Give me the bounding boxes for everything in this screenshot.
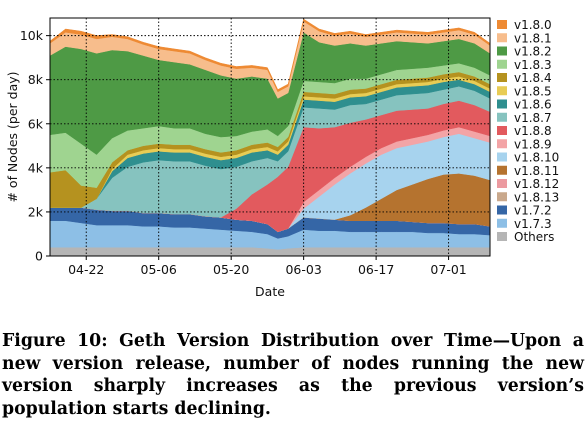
- legend-label: v1.8.13: [514, 190, 559, 204]
- legend-label: v1.8.3: [514, 58, 552, 72]
- legend-label: v1.8.0: [514, 18, 552, 32]
- y-tick-label: 4k: [28, 160, 44, 175]
- y-tick-label: 2k: [28, 204, 44, 219]
- y-tick-label: 10k: [20, 28, 44, 43]
- legend-label: v1.8.6: [514, 98, 552, 112]
- y-axis-ticks: 0 2k 4k 6k 8k 10k: [20, 28, 50, 264]
- stacked-areas: [49, 18, 491, 257]
- legend-swatch: [497, 126, 507, 135]
- legend-label: v1.7.3: [514, 217, 552, 231]
- legend: v1.8.0v1.8.1v1.8.2v1.8.3v1.8.4v1.8.5v1.8…: [497, 18, 559, 244]
- y-tick-label: 0: [35, 249, 43, 264]
- plot-frame: [49, 17, 491, 257]
- legend-swatch: [497, 139, 507, 149]
- legend-swatch: [497, 20, 507, 29]
- legend-swatch: [497, 152, 507, 162]
- x-tick-label: 06-17: [358, 262, 394, 277]
- legend-swatch: [497, 165, 507, 175]
- legend-swatch: [497, 218, 507, 228]
- legend-label: v1.8.8: [514, 124, 552, 138]
- legend-label: v1.8.11: [514, 164, 559, 178]
- legend-label: v1.8.12: [514, 177, 559, 191]
- legend-swatch: [497, 112, 507, 122]
- legend-swatch: [497, 192, 507, 202]
- x-tick-label: 05-20: [213, 262, 249, 277]
- x-tick-label: 05-06: [141, 262, 177, 277]
- grid-lines: [50, 18, 490, 256]
- legend-swatch: [497, 232, 507, 241]
- x-tick-label: 06-03: [285, 262, 321, 277]
- legend-swatch: [497, 179, 507, 188]
- x-tick-label: 04-22: [68, 262, 104, 277]
- legend-swatch: [497, 99, 507, 109]
- legend-label: v1.8.7: [514, 111, 552, 125]
- legend-label: v1.8.9: [514, 137, 552, 151]
- legend-swatch: [497, 73, 507, 82]
- legend-swatch: [497, 46, 507, 56]
- legend-swatch: [497, 86, 507, 96]
- legend-label: Others: [514, 230, 554, 244]
- x-axis-label: Date: [255, 284, 285, 299]
- legend-label: v1.8.1: [514, 31, 552, 45]
- y-tick-label: 8k: [28, 72, 44, 87]
- legend-label: v1.8.10: [514, 151, 559, 165]
- x-axis-ticks: 04-22 05-06 05-20 06-03 06-17 07-01: [68, 256, 467, 277]
- legend-swatch: [497, 205, 507, 215]
- legend-swatch: [497, 59, 507, 69]
- figure-caption: Figure 10: Geth Version Distribution ove…: [2, 331, 584, 419]
- legend-label: v1.8.2: [514, 45, 552, 59]
- y-tick-label: 6k: [28, 116, 44, 131]
- legend-label: v1.7.2: [514, 204, 552, 218]
- x-tick-label: 07-01: [430, 262, 466, 277]
- legend-swatch: [497, 33, 507, 43]
- legend-label: v1.8.4: [514, 71, 552, 85]
- legend-label: v1.8.5: [514, 84, 552, 98]
- version-distribution-chart: 0 2k 4k 6k 8k 10k 04-22 05-06 05-20 06-03 06-17 07…: [5, 17, 559, 299]
- y-axis-label: # of Nodes (per day): [5, 71, 20, 202]
